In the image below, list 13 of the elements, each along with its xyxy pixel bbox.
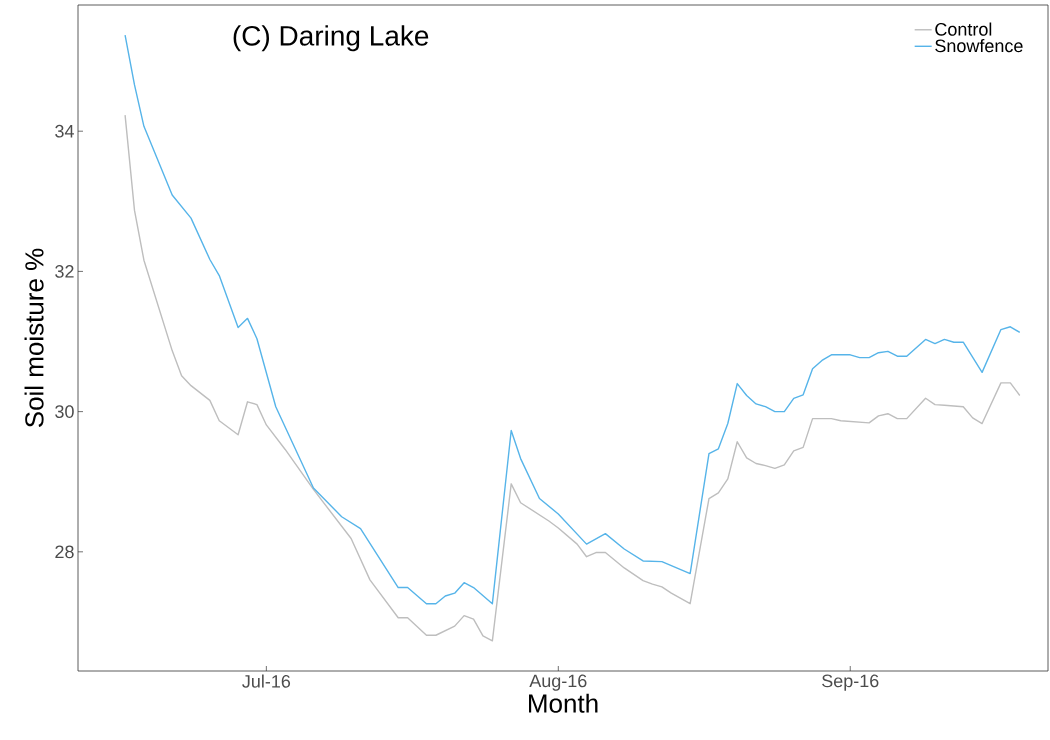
x-tick-label: Sep-16	[822, 674, 879, 691]
x-tick-label: Jul-16	[242, 674, 291, 688]
y-tick-label: 30	[55, 405, 74, 418]
x-tick-label: Aug-16	[529, 674, 587, 691]
x-axis-title: Month	[529, 693, 598, 713]
text: (C) Daring Lake	[233, 25, 429, 52]
y-tick-label: 32	[55, 265, 74, 278]
legend-label: Control	[935, 22, 992, 36]
legend-label: Snowfence	[935, 39, 1023, 53]
line-series	[124, 114, 1021, 642]
y-tick-label: 34	[55, 124, 74, 138]
y-tick-label: 28	[55, 545, 74, 559]
y-axis-title: Soil moisture %	[24, 248, 44, 428]
